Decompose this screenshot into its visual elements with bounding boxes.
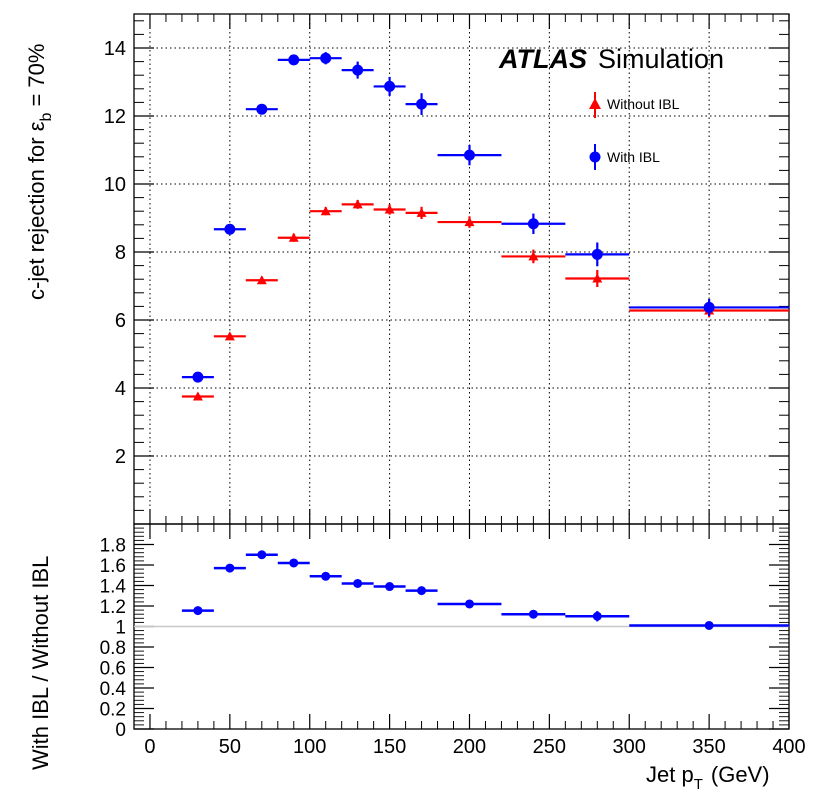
data-point-circle — [256, 103, 268, 115]
data-point-circle — [192, 371, 204, 383]
x-axis-title-unit: (GeV) — [711, 762, 770, 787]
x-tick-label: 400 — [772, 736, 805, 758]
y-tick-label: 10 — [104, 174, 126, 196]
main-y-axis-title: c-jet rejection for εb = 70% — [24, 44, 55, 300]
ratio-y-tick-label: 1.4 — [100, 577, 127, 598]
x-tick-label: 200 — [453, 736, 486, 758]
y-tick-label: 6 — [115, 310, 126, 332]
data-point-triangle — [528, 251, 539, 261]
y-tick-label: 14 — [104, 38, 126, 60]
ratio-y-tick-label: 1.2 — [100, 597, 126, 618]
data-point-circle — [591, 248, 603, 260]
main-y-axis-title-sub: b — [38, 112, 55, 121]
data-point-circle — [384, 80, 396, 92]
main-ticks: 2 4 6 8 10 12 14 — [104, 14, 790, 524]
data-point-circle — [463, 149, 475, 161]
legend-marker-with-ibl — [589, 144, 601, 170]
data-point-triangle — [192, 391, 203, 401]
x-tick-label: 300 — [613, 736, 646, 758]
data-point-triangle — [416, 207, 427, 217]
x-axis-title-text: Jet p — [646, 762, 694, 787]
ratio-y-tick-label: 0.2 — [100, 700, 126, 721]
y-tick-label: 8 — [115, 242, 126, 264]
x-tick-label: 0 — [144, 736, 155, 758]
ratio-data-point — [225, 563, 235, 573]
ratio-y-tick-label: 0.6 — [100, 659, 126, 680]
data-point-triangle — [320, 206, 331, 216]
ratio-y-tick-label: 0 — [115, 720, 126, 741]
ratio-data-point — [289, 558, 299, 568]
y-tick-label: 2 — [115, 446, 126, 468]
data-point-circle — [416, 98, 428, 110]
legend-label-without-ibl: Without IBL — [607, 96, 680, 112]
data-point-circle — [527, 218, 539, 230]
main-grid — [134, 14, 789, 524]
data-point-triangle — [256, 275, 267, 285]
legend: Without IBL With IBL — [589, 92, 680, 170]
data-point-triangle — [288, 232, 299, 242]
data-point-triangle — [352, 199, 363, 209]
data-point-circle — [703, 301, 715, 313]
data-point-triangle — [592, 273, 603, 283]
x-tick-label: 100 — [293, 736, 326, 758]
y-tick-label: 4 — [115, 378, 126, 400]
ratio-data-point — [193, 606, 203, 616]
data-point-circle — [288, 54, 300, 66]
data-point-circle — [224, 223, 236, 235]
series-with-ibl — [181, 52, 789, 383]
ratio-data-point — [464, 599, 474, 609]
ratio-y-axis-title: With IBL / Without IBL — [28, 556, 53, 770]
ratio-y-tick-label: 1 — [115, 618, 126, 639]
data-point-triangle — [224, 331, 235, 341]
main-series — [181, 52, 789, 401]
series-without-ibl — [181, 199, 789, 401]
atlas-label: ATLAS — [498, 44, 587, 74]
ratio-y-tick-label: 0.8 — [100, 638, 126, 659]
ratio-y-tick-label: 1.8 — [100, 536, 126, 557]
series-ratio — [181, 550, 789, 630]
ratio-data-point — [592, 611, 602, 621]
ratio-series — [134, 550, 789, 630]
main-y-axis-title-text: c-jet rejection for ε — [24, 121, 49, 300]
x-tick-label: 250 — [533, 736, 566, 758]
data-point-circle — [320, 52, 332, 64]
x-axis-title-sub: T — [694, 776, 703, 793]
ratio-data-point — [528, 609, 538, 619]
ratio-data-point — [417, 586, 427, 596]
ratio-data-point — [353, 578, 363, 588]
legend-marker-without-ibl — [589, 92, 601, 118]
ratio-data-point — [704, 620, 714, 630]
x-tick-label: 150 — [373, 736, 406, 758]
ratio-y-tick-label: 0.4 — [100, 679, 127, 700]
x-tick-label: 350 — [692, 736, 725, 758]
ratio-data-point — [385, 582, 395, 592]
legend-label-with-ibl: With IBL — [607, 149, 660, 165]
data-point-circle — [352, 64, 364, 76]
simulation-label: Simulation — [598, 44, 724, 74]
main-y-axis-title-tail: = 70% — [24, 44, 49, 107]
y-tick-label: 12 — [104, 106, 126, 128]
ratio-ticks: 0 50 100 150 200 250 300 350 40000.20.40.60.811.… — [100, 524, 806, 758]
data-point-triangle — [464, 217, 475, 227]
ratio-y-tick-label: 1.6 — [100, 556, 126, 577]
ratio-data-point — [257, 550, 267, 560]
x-axis-title: Jet pT (GeV) — [646, 762, 770, 793]
main-plot-frame — [133, 13, 790, 525]
data-point-triangle — [384, 204, 395, 214]
x-tick-label: 50 — [219, 736, 241, 758]
ratio-data-point — [321, 571, 331, 581]
